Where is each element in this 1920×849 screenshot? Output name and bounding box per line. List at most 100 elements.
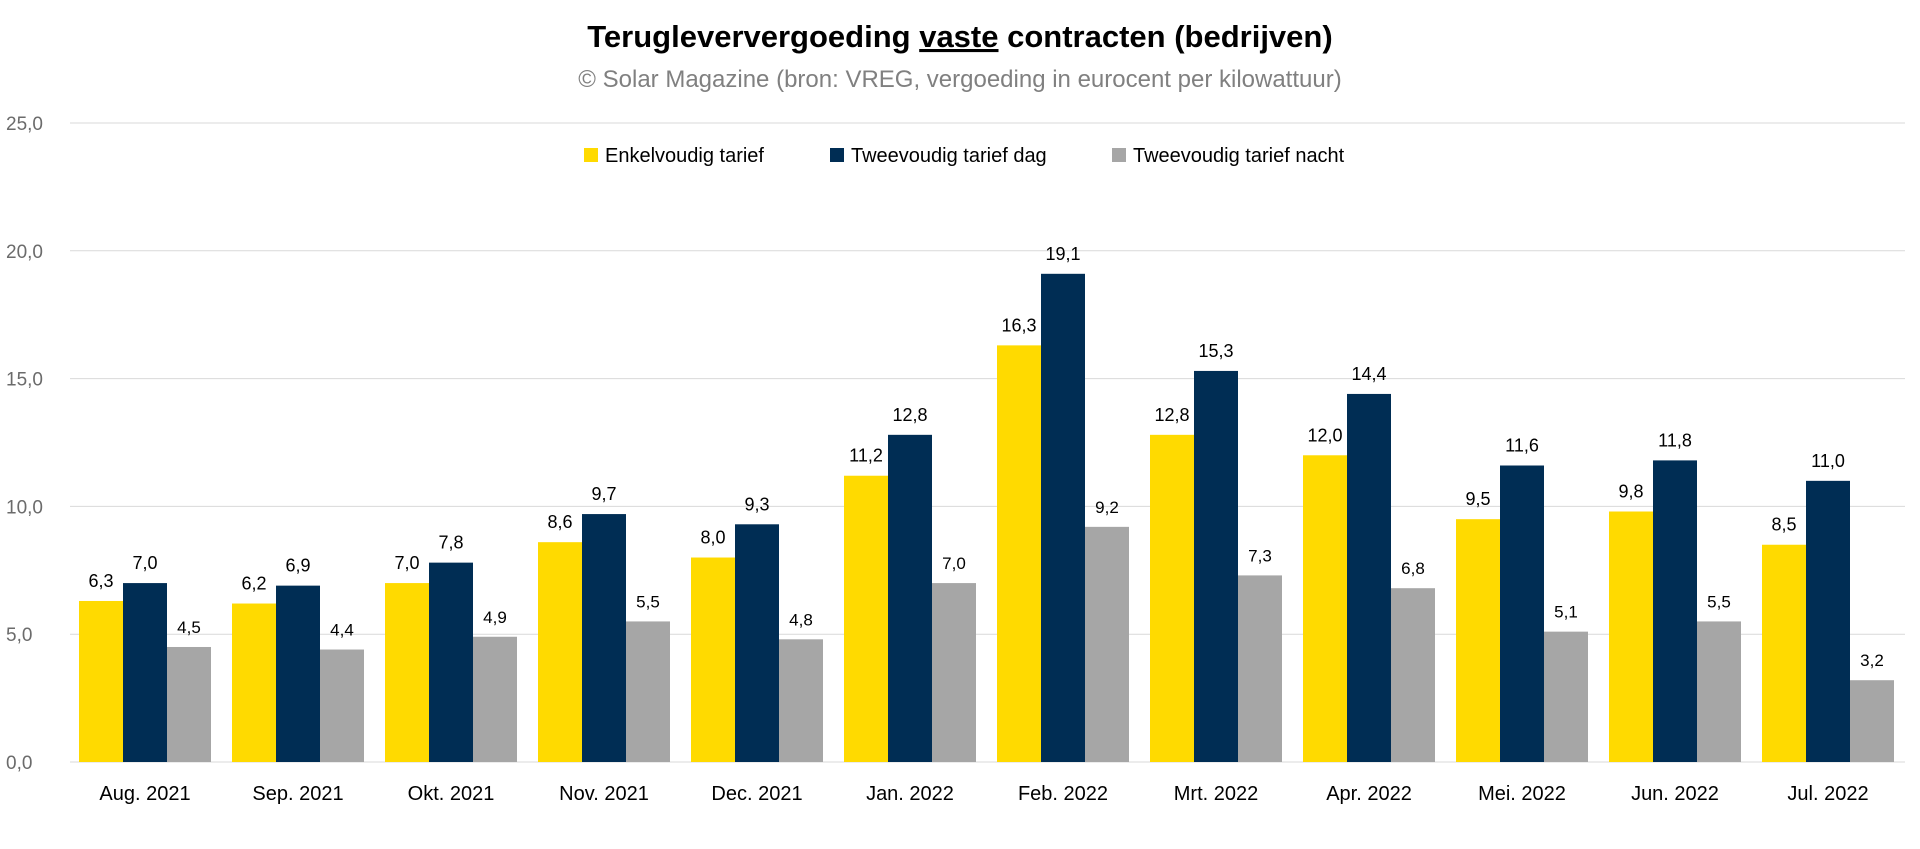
chart-title-part-3: contracten (bedrijven) <box>999 19 1333 54</box>
legend-swatch <box>584 148 598 162</box>
data-label: 6,3 <box>88 571 113 591</box>
x-tick-label: Jul. 2022 <box>1787 783 1868 805</box>
data-label: 8,0 <box>700 528 725 548</box>
data-label: 11,8 <box>1658 430 1692 450</box>
bar <box>123 583 167 762</box>
x-tick-label: Feb. 2022 <box>1018 783 1108 805</box>
data-label: 6,8 <box>1401 559 1425 578</box>
y-tick-label: 25,0 <box>6 114 43 135</box>
bar <box>691 557 735 762</box>
bar <box>232 603 276 762</box>
data-label: 12,8 <box>892 405 927 425</box>
bar <box>779 639 823 762</box>
bar <box>1347 393 1391 762</box>
bar <box>385 583 429 762</box>
bar <box>1609 511 1653 762</box>
chart-title: Terugleververgoeding vaste contracten (b… <box>587 19 1332 54</box>
bar <box>626 621 670 762</box>
y-axis-tick-labels: 0,0 5,0 10,0 15,0 20,0 25,0 <box>6 114 43 774</box>
data-label: 9,3 <box>744 494 769 514</box>
data-label: 12,0 <box>1307 425 1342 445</box>
bar <box>1500 465 1544 762</box>
data-label: 9,2 <box>1095 498 1119 517</box>
data-label: 8,6 <box>547 512 572 532</box>
chart-title-part-1: Terugleververgoeding <box>587 19 919 54</box>
x-axis-tick-labels: Aug. 2021 Sep. 2021 Okt. 2021 Nov. 2021 Dec.… <box>99 783 1868 805</box>
data-label: 9,8 <box>1618 482 1643 502</box>
y-tick-label: 5,0 <box>6 625 32 646</box>
data-label: 7,0 <box>132 553 157 573</box>
x-tick-label: Nov. 2021 <box>559 783 649 805</box>
bars <box>79 273 1894 762</box>
legend-entry: Tweevoudig tarief dag <box>851 145 1047 167</box>
data-label: 6,9 <box>285 556 310 576</box>
data-label: 4,9 <box>483 608 507 627</box>
bar <box>1850 680 1894 762</box>
data-label: 11,2 <box>849 446 883 466</box>
bar <box>1697 621 1741 762</box>
bar <box>1391 588 1435 762</box>
bar <box>888 434 932 762</box>
legend-entry: Tweevoudig tarief nacht <box>1133 145 1345 167</box>
data-label: 5,5 <box>1707 592 1731 611</box>
x-tick-label: Mrt. 2022 <box>1174 783 1258 805</box>
data-label: 6,2 <box>241 574 266 594</box>
x-tick-label: Apr. 2022 <box>1326 783 1412 805</box>
bar <box>997 345 1041 762</box>
legend-swatch <box>830 148 844 162</box>
bar <box>844 475 888 762</box>
y-tick-label: 10,0 <box>6 497 43 518</box>
data-label: 7,0 <box>942 554 966 573</box>
data-label: 15,3 <box>1198 341 1233 361</box>
y-tick-label: 20,0 <box>6 242 43 263</box>
data-label: 11,0 <box>1811 451 1845 471</box>
data-labels: 6,3 7,0 4,5 6,2 6,9 4,4 7,0 7,8 4,9 8,6 9,7 5,5 8,0 9… <box>88 244 1883 670</box>
bar <box>1653 460 1697 762</box>
data-label: 5,5 <box>636 592 660 611</box>
x-tick-label: Aug. 2021 <box>99 783 190 805</box>
bar <box>276 585 320 762</box>
bar <box>1194 370 1238 762</box>
bar <box>1762 544 1806 762</box>
data-label: 12,8 <box>1154 405 1189 425</box>
bar <box>1085 526 1129 762</box>
bar <box>79 600 123 762</box>
bar <box>1544 631 1588 762</box>
data-label: 19,1 <box>1045 244 1080 264</box>
bar <box>1456 519 1500 762</box>
y-tick-label: 15,0 <box>6 370 43 391</box>
data-label: 4,8 <box>789 610 813 629</box>
x-tick-label: Jan. 2022 <box>866 783 954 805</box>
data-label: 4,4 <box>330 621 354 640</box>
bar <box>429 562 473 762</box>
y-tick-label: 0,0 <box>6 753 32 774</box>
chart-subtitle: © Solar Magazine (bron: VREG, vergoeding… <box>578 66 1341 93</box>
bar <box>1041 273 1085 762</box>
data-label: 9,7 <box>591 484 616 504</box>
data-label: 16,3 <box>1001 315 1036 335</box>
legend: Enkelvoudig tarief Tweevoudig tarief dag T… <box>584 145 1345 167</box>
gridlines <box>70 122 1905 763</box>
x-tick-label: Jun. 2022 <box>1631 783 1719 805</box>
data-label: 7,0 <box>394 553 419 573</box>
bar <box>1238 575 1282 762</box>
x-tick-label: Okt. 2021 <box>408 783 495 805</box>
data-label: 3,2 <box>1860 651 1884 670</box>
chart-title-part-underlined: vaste <box>919 19 998 54</box>
legend-entry: Enkelvoudig tarief <box>605 145 764 167</box>
data-label: 5,1 <box>1554 603 1578 622</box>
bar <box>582 514 626 762</box>
bar <box>473 636 517 762</box>
bar <box>320 649 364 762</box>
x-tick-label: Mei. 2022 <box>1478 783 1566 805</box>
data-label: 14,4 <box>1351 364 1386 384</box>
data-label: 9,5 <box>1465 489 1490 509</box>
data-label: 7,3 <box>1248 546 1272 565</box>
bar <box>1806 480 1850 762</box>
legend-swatch <box>1112 148 1126 162</box>
bar <box>167 646 211 762</box>
x-tick-label: Sep. 2021 <box>252 783 343 805</box>
data-label: 4,5 <box>177 618 201 637</box>
